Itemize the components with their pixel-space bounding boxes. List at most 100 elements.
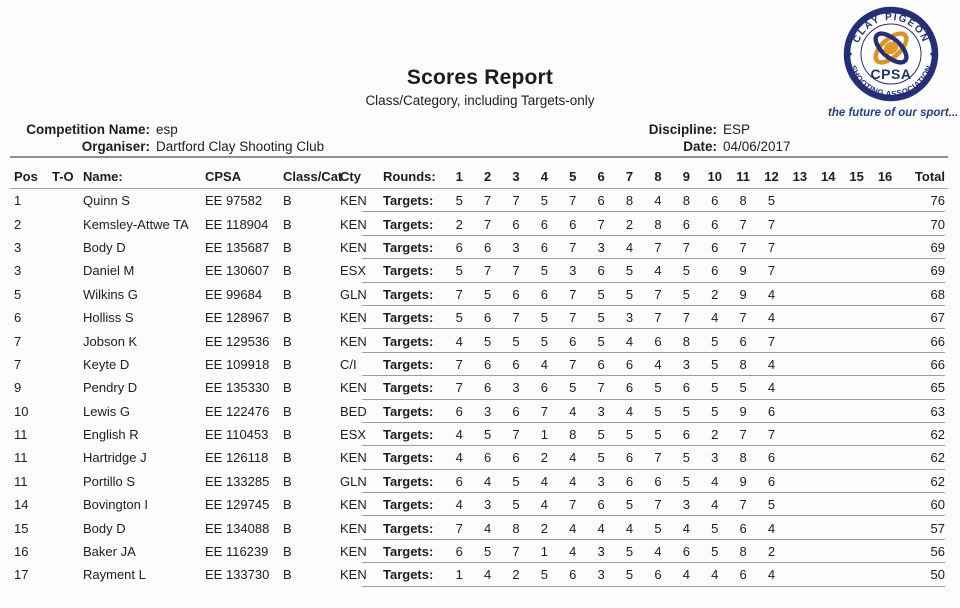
round-score-cell: 7: [739, 427, 747, 443]
round-score-cell: 6: [682, 380, 690, 396]
class-cell: B: [283, 403, 292, 419]
round-score-cell: 5: [767, 497, 776, 513]
round-score-cell: 6: [569, 333, 577, 349]
round-score-cell: 6: [654, 473, 662, 489]
round-score-cell: 3: [682, 497, 690, 513]
round-score-cell: 7: [739, 216, 747, 232]
round-score-cell: 8: [739, 450, 747, 466]
column-header-pos: Pos: [14, 169, 38, 184]
county-cell: KEN: [340, 520, 367, 536]
class-cell: B: [283, 497, 292, 513]
round-score-cell: 6: [654, 567, 662, 583]
round-score-cell: 5: [597, 333, 605, 349]
round-score-cell: 5: [483, 333, 492, 349]
round-score-cell: 6: [455, 473, 463, 489]
round-score-cell: 7: [540, 403, 548, 419]
column-header-round-5: 5: [569, 169, 577, 184]
round-score-cell: 7: [767, 263, 776, 279]
position-cell: 11: [14, 427, 28, 443]
round-score-cell: 6: [711, 193, 719, 209]
total-cell: 76: [930, 193, 945, 209]
round-score-cell: 2: [625, 216, 634, 232]
round-score-cell: 3: [569, 263, 577, 279]
organiser-label: Organiser:: [81, 139, 150, 154]
round-score-cell: 4: [711, 497, 719, 513]
targets-label: Targets:: [383, 380, 434, 396]
name-cell: English R: [83, 427, 139, 443]
class-cell: B: [283, 333, 292, 349]
round-score-cell: 6: [597, 193, 605, 209]
round-score-cell: 6: [739, 333, 747, 349]
round-score-cell: 7: [569, 239, 577, 255]
round-score-cell: 4: [654, 263, 662, 279]
table-header-divider: [10, 188, 948, 189]
total-cell: 60: [930, 497, 945, 513]
targets-label: Targets:: [383, 497, 434, 513]
round-score-cell: 5: [512, 333, 520, 349]
position-cell: 15: [14, 520, 29, 536]
round-score-cell: 9: [739, 263, 747, 279]
round-score-cell: 6: [540, 239, 548, 255]
round-score-cell: 4: [569, 403, 577, 419]
round-score-cell: 7: [654, 310, 662, 326]
round-score-cell: 2: [540, 450, 548, 466]
round-score-cell: 7: [654, 450, 662, 466]
round-score-cell: 4: [767, 356, 776, 372]
class-cell: B: [283, 380, 292, 396]
targets-label: Targets:: [383, 403, 434, 419]
county-cell: GLN: [340, 286, 367, 302]
class-cell: B: [283, 520, 292, 536]
class-cell: B: [283, 473, 292, 489]
round-score-cell: 5: [483, 286, 492, 302]
name-cell: Body D: [83, 239, 126, 255]
round-score-cell: 5: [483, 544, 492, 560]
cpsa-number-cell: EE 126118: [205, 450, 269, 466]
total-cell: 70: [930, 216, 945, 232]
total-cell: 57: [930, 520, 945, 536]
round-score-cell: 5: [625, 567, 634, 583]
name-cell: Bovington I: [83, 497, 149, 513]
position-cell: 1: [14, 193, 22, 209]
round-score-cell: 5: [654, 427, 662, 443]
round-score-cell: 6: [711, 239, 719, 255]
table-row: 11 Hartridge J EE 126118 B KEN Targets: 4 6 6 2 4 5…: [0, 446, 960, 471]
class-cell: B: [283, 216, 292, 232]
name-cell: Hartridge J: [83, 450, 147, 466]
round-score-cell: 7: [512, 427, 520, 443]
round-score-cell: 7: [569, 193, 577, 209]
round-score-cell: 8: [682, 333, 690, 349]
table-body: 1 Quinn S EE 97582 B KEN Targets: 5 7 7 5 7 6 8 4 8 6 8 5…: [0, 189, 960, 588]
table-row: 2 Kemsley-Attwe TA EE 118904 B KEN Targets: 2 7…: [0, 212, 960, 237]
round-score-cell: 8: [654, 216, 662, 232]
cpsa-logo: CLAY PIGEON SHOOTING ASSOCIATION CPSA th…: [828, 6, 958, 119]
targets-label: Targets:: [383, 239, 434, 255]
cpsa-number-cell: EE 109918: [205, 356, 270, 372]
name-cell: Holliss S: [83, 310, 134, 326]
date-label: Date:: [683, 139, 717, 154]
class-cell: B: [283, 427, 292, 443]
round-score-cell: 2: [767, 544, 776, 560]
round-score-cell: 4: [625, 520, 634, 536]
round-score-cell: 5: [711, 333, 719, 349]
targets-label: Targets:: [383, 520, 434, 536]
round-score-cell: 4: [682, 567, 690, 583]
round-score-cell: 6: [597, 263, 605, 279]
cpsa-number-cell: EE 130607: [205, 263, 270, 279]
round-score-cell: 8: [625, 193, 634, 209]
round-score-cell: 5: [711, 356, 719, 372]
county-cell: KEN: [340, 450, 367, 466]
round-score-cell: 7: [483, 263, 492, 279]
round-score-cell: 6: [625, 380, 634, 396]
round-score-cell: 5: [540, 567, 548, 583]
round-score-cell: 7: [569, 310, 577, 326]
round-score-cell: 4: [767, 520, 776, 536]
round-score-cell: 4: [540, 356, 548, 372]
table-row: 6 Holliss S EE 128967 B KEN Targets: 5 6 7 5 7 5 3 7 7…: [0, 306, 960, 330]
round-score-cell: 6: [625, 450, 634, 466]
round-score-cell: 4: [767, 567, 776, 583]
round-score-cell: 5: [597, 286, 605, 302]
round-score-cell: 4: [625, 403, 634, 419]
column-header-round-1: 1: [455, 169, 463, 184]
meta-left-block: Competition Name: esp Organiser: Dartfor…: [14, 121, 324, 155]
